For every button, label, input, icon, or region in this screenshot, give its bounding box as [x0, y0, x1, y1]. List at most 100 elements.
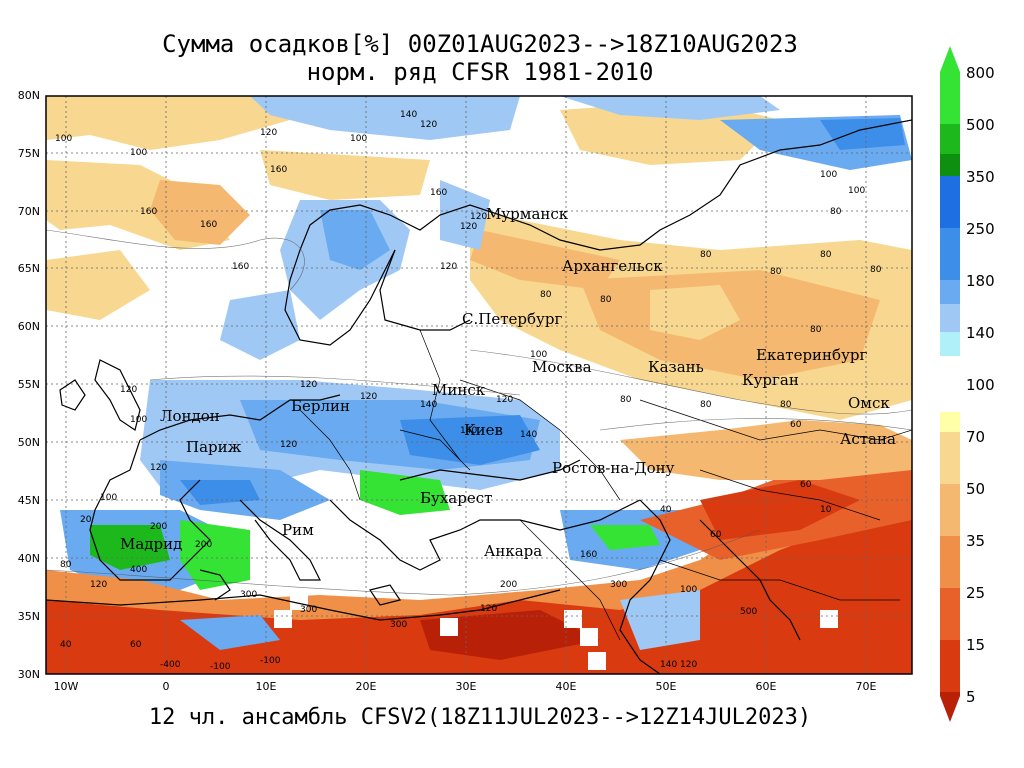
colorbar: [940, 46, 960, 722]
contour-label: 100: [130, 415, 148, 425]
colorbar-label-180: 180: [966, 272, 995, 290]
map-field: [46, 96, 912, 674]
contour-label: 300: [390, 620, 408, 630]
city-arkhangelsk: Архангельск: [562, 257, 663, 275]
contour-label: 100: [820, 170, 838, 180]
contour-label: 120: [150, 463, 168, 473]
colorbar-segment: [940, 484, 960, 536]
contour-label: 40: [660, 505, 672, 515]
lon-label-10e: 10E: [255, 680, 277, 693]
city-kyiv: Киев: [464, 421, 503, 439]
city-kurgan: Курган: [742, 371, 799, 389]
contour-label: 100: [680, 585, 698, 595]
lat-label-80n: 80N: [17, 89, 40, 102]
contour-label: 100: [530, 350, 548, 360]
colorbar-label-350: 350: [966, 168, 995, 186]
contour-label: 80: [780, 400, 792, 410]
contour-label: 300: [610, 580, 628, 590]
contour-label: 120: [460, 222, 478, 232]
colorbar-label-800: 800: [966, 64, 995, 82]
colorbar-segment: [940, 154, 960, 176]
city-yekaterinburg: Екатеринбург: [756, 346, 868, 364]
contour-label: 200: [500, 580, 518, 590]
contour-label: 120: [680, 660, 698, 670]
contour-label: 80: [600, 295, 612, 305]
contour-label: 140: [400, 110, 418, 120]
lon-label-10w: 10W: [53, 680, 79, 693]
colorbar-segment: [940, 228, 960, 280]
colorbar-label-15: 15: [966, 636, 986, 654]
lat-label-35n: 35N: [17, 610, 40, 623]
colorbar-segment: [940, 332, 960, 356]
lat-label-65n: 65N: [17, 262, 40, 275]
contour-label: 80: [830, 207, 842, 217]
contour-label: 10: [820, 505, 832, 515]
colorbar-segment: [940, 412, 960, 432]
contour-label: 200: [150, 522, 168, 532]
city-berlin: Берлин: [291, 397, 351, 415]
contour-label: 80: [60, 560, 72, 570]
colorbar-label-50: 50: [966, 480, 986, 498]
contour-label: 140: [460, 426, 478, 436]
lon-label-40e: 40E: [555, 680, 577, 693]
contour-label: 60: [130, 640, 142, 650]
city-minsk: Минск: [432, 381, 486, 399]
colorbar-segment: [940, 176, 960, 228]
contour-label: 60: [790, 420, 802, 430]
city-kazan: Казань: [648, 358, 704, 376]
colorbar-label-500: 500: [966, 116, 995, 134]
contour-label: 120: [280, 440, 298, 450]
colorbar-segment: [940, 124, 960, 154]
contour-label: 80: [820, 250, 832, 260]
colorbar-bottom-arrow: [940, 696, 960, 722]
contour-label: 120: [90, 580, 108, 590]
city-omsk: Омск: [848, 394, 890, 412]
colorbar-segment: [940, 72, 960, 124]
lat-label-45n: 45N: [17, 494, 40, 507]
city-ankara: Анкара: [484, 542, 543, 560]
borders: [299, 329, 912, 641]
city-moscow: Москва: [532, 358, 592, 376]
contour-label: 80: [770, 267, 782, 277]
contour-label: 140: [660, 660, 678, 670]
contour-label: 120: [440, 262, 458, 272]
lon-label-30e: 30E: [455, 680, 477, 693]
contour-label: 100: [350, 134, 368, 144]
contour-label: 100: [55, 134, 73, 144]
colorbar-label-70: 70: [966, 428, 986, 446]
contour-label: 160: [140, 207, 158, 217]
contour-label: 60: [800, 480, 812, 490]
contour-label: 160: [232, 262, 250, 272]
contour-label: 100: [130, 148, 148, 158]
contour-label: 140: [520, 430, 538, 440]
contour-label: 120: [300, 380, 318, 390]
contour-label: 200: [195, 540, 213, 550]
contour-label: 120: [360, 392, 378, 402]
colorbar-label-250: 250: [966, 220, 995, 238]
contour-label: 120: [470, 212, 488, 222]
contour-label: 80: [870, 265, 882, 275]
contour-label: 120: [420, 120, 438, 130]
colorbar-segment: [940, 588, 960, 640]
title-line-1: Сумма осадков[%] 00Z01AUG2023-->18Z10AUG…: [162, 30, 798, 58]
contour-label: 40: [60, 640, 72, 650]
contour-label: -100: [210, 662, 231, 672]
colorbar-label-5: 5: [966, 688, 976, 706]
city-paris: Париж: [186, 438, 242, 456]
contour-label: 300: [240, 590, 258, 600]
lon-label-20e: 20E: [355, 680, 377, 693]
city-london: Лондон: [160, 407, 220, 425]
colorbar-label-140: 140: [966, 324, 995, 342]
contour-label: 160: [430, 188, 448, 198]
lon-label-50e: 50E: [655, 680, 677, 693]
colorbar-label-100: 100: [966, 376, 995, 394]
contour-label: 80: [620, 395, 632, 405]
bottom-caption: 12 чл. ансамбль CFSV2(18Z11JUL2023-->12Z…: [148, 705, 812, 730]
colorbar-label-35: 35: [966, 532, 986, 550]
lat-label-40n: 40N: [17, 552, 40, 565]
colorbar-label-25: 25: [966, 584, 986, 602]
contour-label: 160: [580, 550, 598, 560]
lat-label-30n: 30N: [17, 668, 40, 681]
city-bucharest: Бухарест: [420, 489, 493, 507]
